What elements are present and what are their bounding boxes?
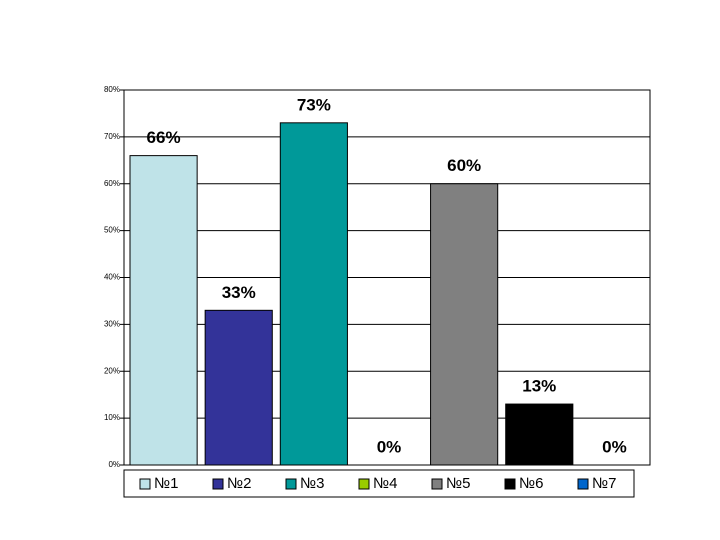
data-label: 73%	[297, 95, 331, 114]
y-tick-label: 40%	[104, 273, 120, 282]
legend-swatch	[139, 478, 151, 490]
bar	[204, 309, 273, 466]
legend-swatch	[358, 478, 370, 490]
data-label: 13%	[522, 377, 556, 396]
data-label: 0%	[602, 437, 627, 456]
bar	[279, 122, 348, 466]
y-tick-label: 30%	[104, 319, 120, 328]
legend-swatch	[504, 478, 516, 490]
data-label: 33%	[222, 283, 256, 302]
y-tick-label: 60%	[104, 179, 120, 188]
legend-swatch	[431, 478, 443, 490]
legend-box	[123, 469, 635, 498]
y-tick-label: 20%	[104, 366, 120, 375]
bar	[505, 403, 574, 466]
legend-label: №3	[300, 475, 324, 492]
y-tick-label: 80%	[104, 85, 120, 94]
legend-label: №7	[592, 475, 616, 492]
legend-label: №6	[519, 475, 543, 492]
data-label: 60%	[447, 156, 481, 175]
y-tick-label: 50%	[104, 226, 120, 235]
legend-label: №2	[227, 475, 251, 492]
legend-label: №5	[446, 475, 470, 492]
bar	[129, 155, 198, 466]
y-tick-label: 0%	[108, 460, 120, 469]
legend-swatch	[212, 478, 224, 490]
legend-label: №1	[154, 475, 178, 492]
legend-label: №4	[373, 475, 397, 492]
data-label: 0%	[377, 437, 402, 456]
y-tick-label: 10%	[104, 413, 120, 422]
y-tick-label: 70%	[104, 132, 120, 141]
data-label: 66%	[147, 128, 181, 147]
legend-swatch	[285, 478, 297, 490]
legend-swatch	[577, 478, 589, 490]
bar	[430, 183, 499, 466]
